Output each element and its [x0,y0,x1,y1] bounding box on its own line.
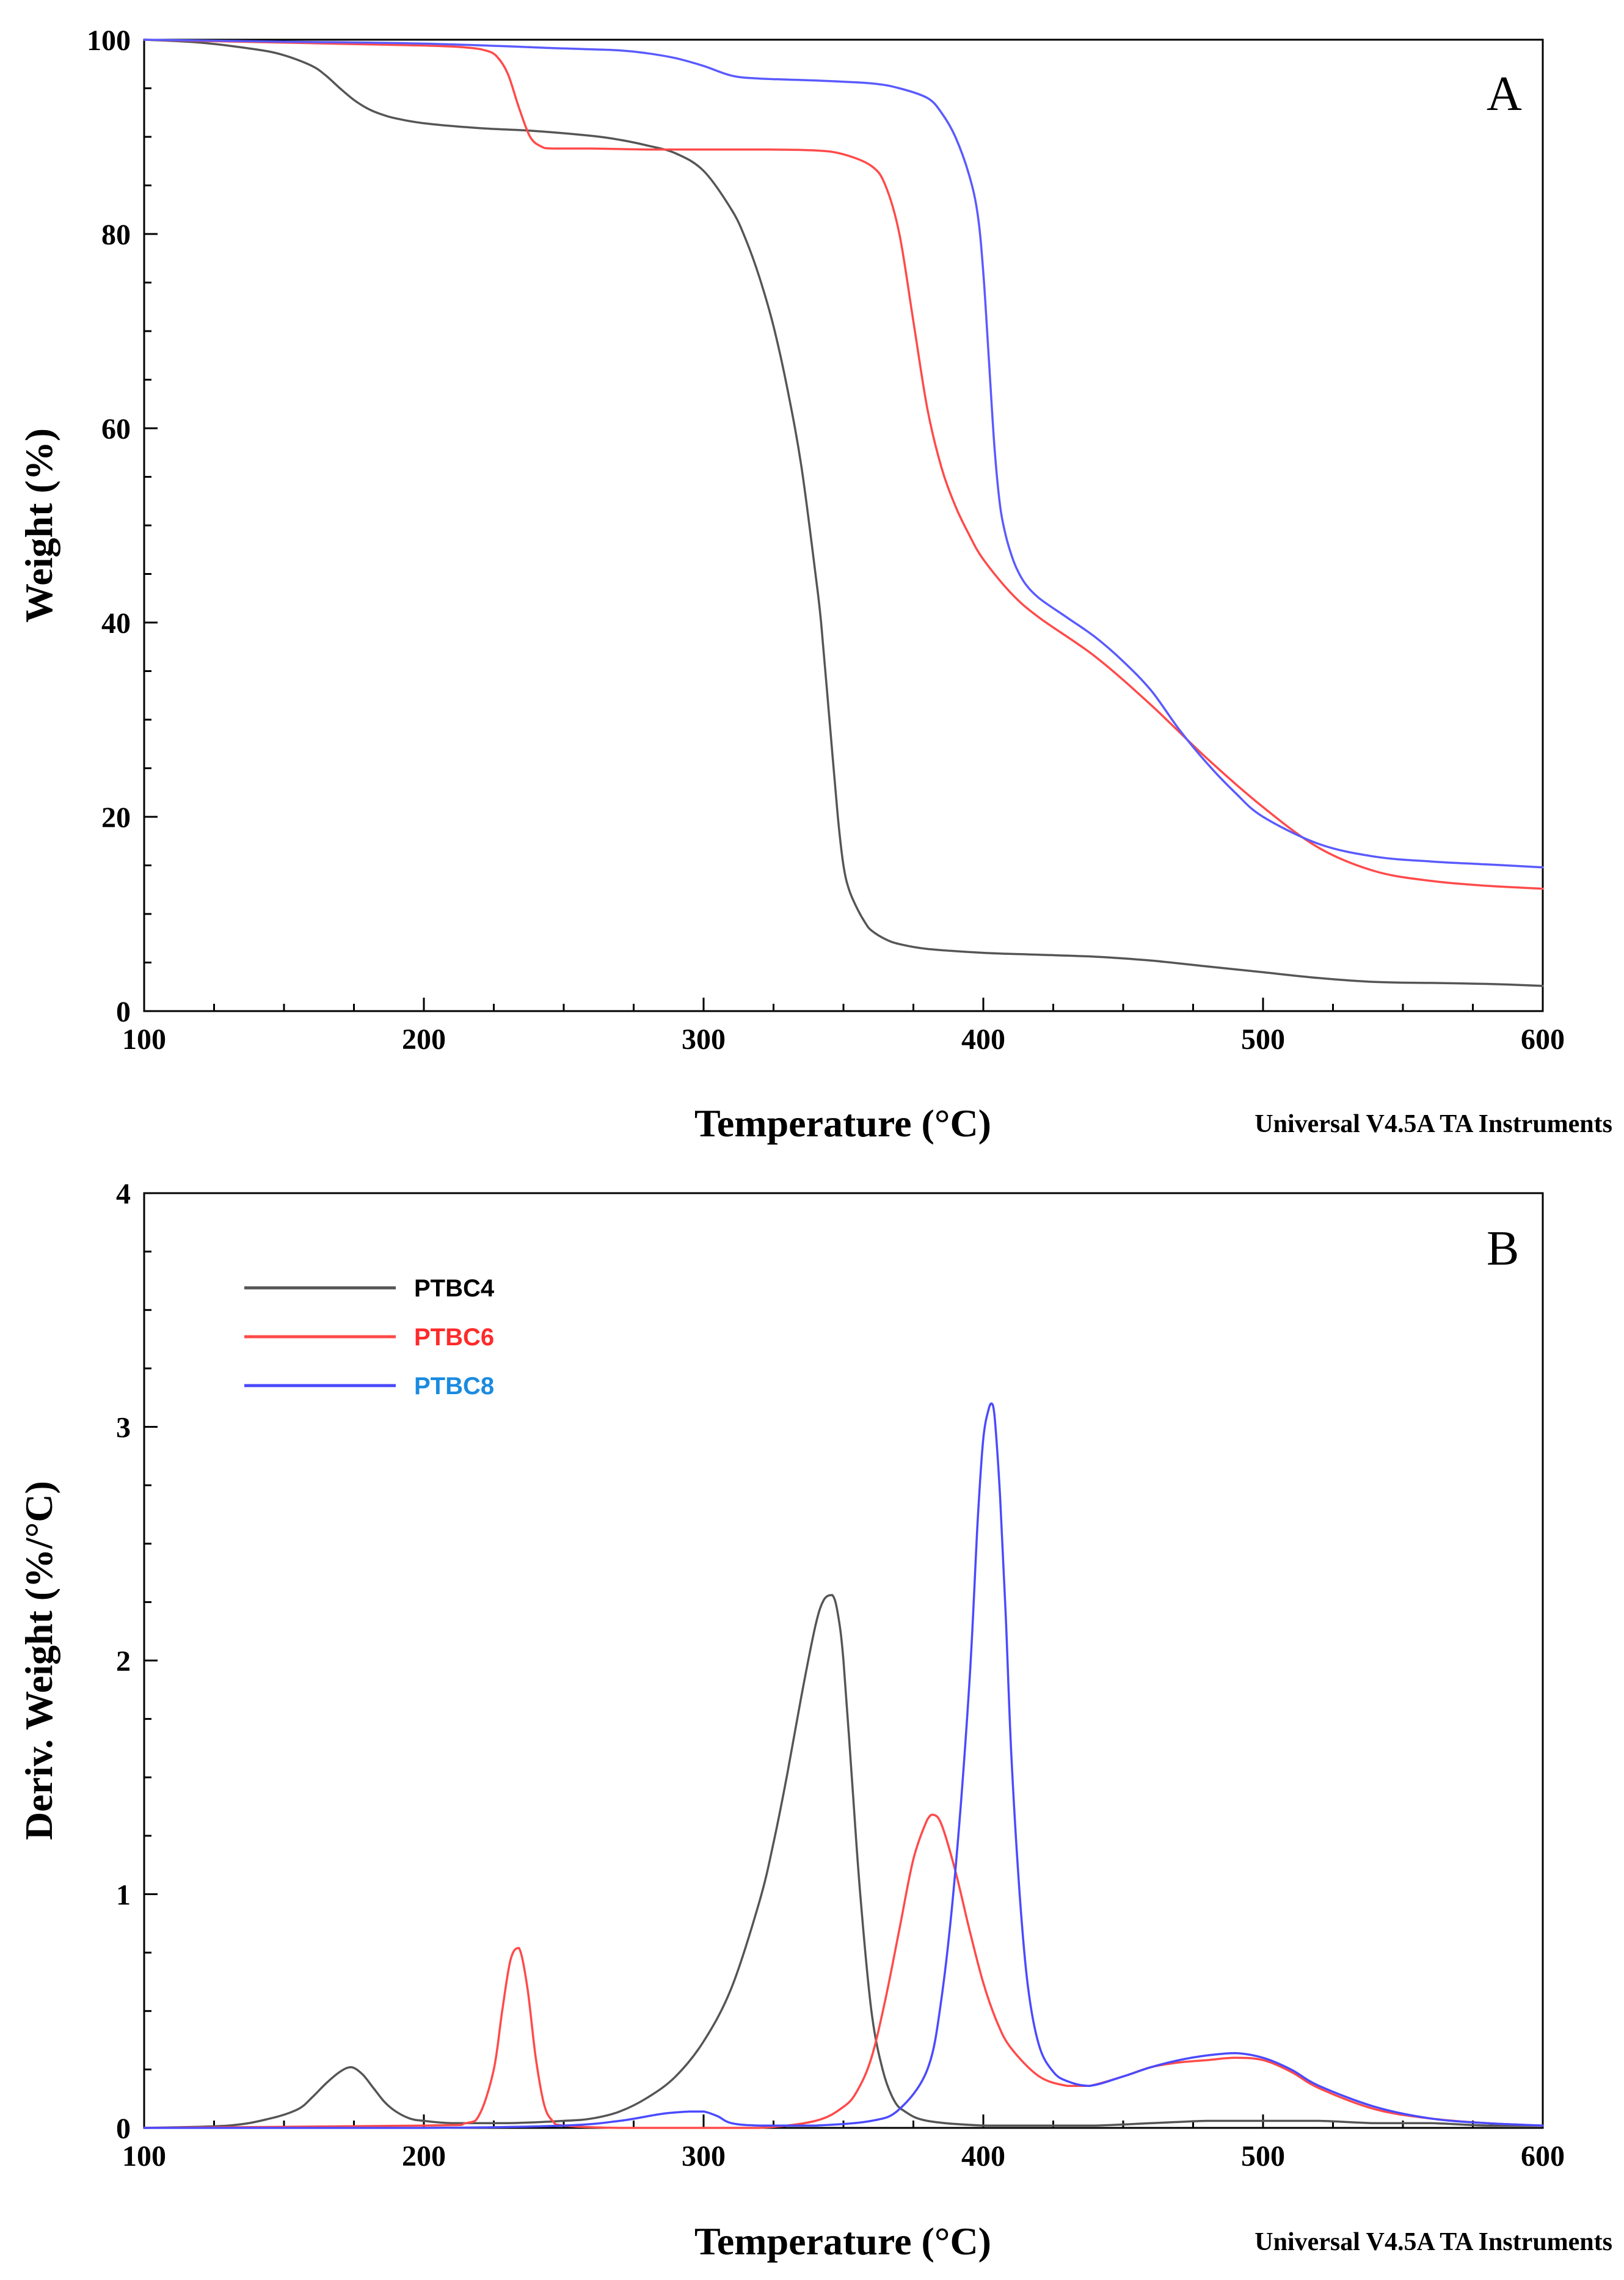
panel-a-y-axis-title: Weight (%) [17,428,60,623]
panel-a-x-axis-title: Temperature (°C) [694,1102,991,1145]
legend-label-ptbc6: PTBC6 [414,1324,494,1351]
panel-a: 100 200 300 400 500 600 0 20 40 60 80 100 A Weight … [17,24,1612,1145]
panel-a-x-tick-label: 500 [1241,1023,1285,1056]
legend-label-ptbc8: PTBC8 [414,1373,494,1400]
panel-b-instrument-note: Universal V4.5A TA Instruments [1254,2228,1612,2256]
panel-b-series [143,1402,1544,2129]
panel-a-tick-labels: 100 200 300 400 500 600 0 20 40 60 80 100 [87,24,1565,1056]
panel-a-x-tick-label: 600 [1521,1023,1565,1056]
panel-a-x-tick-label: 100 [122,1023,166,1056]
panel-a-series-ptbc4 [143,38,1544,987]
panel-b-y-tick-label: 1 [116,1879,131,1912]
panel-b-series-ptbc8 [143,1402,1544,2129]
panel-a-x-tick-label: 200 [402,1023,446,1056]
panel-a-y-tick-label: 0 [116,996,131,1028]
panel-b-x-tick-label: 500 [1241,2140,1285,2172]
panel-a-y-tick-label: 100 [87,24,131,57]
panel-b-letter: B [1487,1222,1519,1276]
panel-b-y-tick-label: 0 [116,2113,131,2145]
legend-label-ptbc4: PTBC4 [414,1275,495,1302]
panel-a-series-ptbc8 [143,38,1544,869]
panel-b-y-tick-label: 3 [116,1412,131,1444]
panel-a-letter: A [1487,67,1522,121]
panel-a-y-tick-label: 20 [101,802,131,834]
panel-a-x-tick-label: 400 [961,1023,1005,1056]
panel-a-series [143,38,1544,987]
panel-b-x-tick-label: 400 [961,2140,1005,2172]
panel-b-y-tick-label: 2 [116,1645,131,1678]
panel-a-y-tick-label: 60 [101,413,131,445]
panel-a-y-tick-label: 40 [101,607,131,640]
panel-b-x-tick-label: 300 [682,2140,726,2172]
panel-a-y-tick-label: 80 [101,219,131,251]
panel-b-series-ptbc6 [143,1813,1544,2129]
panel-b-x-tick-label: 600 [1521,2140,1565,2172]
panel-a-instrument-note: Universal V4.5A TA Instruments [1254,1110,1612,1138]
panel-b-x-tick-label: 100 [122,2140,166,2172]
panel-b-tick-labels: 100 200 300 400 500 600 0 1 2 3 4 [116,1178,1565,2172]
panel-b-series-ptbc4 [143,1594,1544,2129]
panel-b-x-axis-title: Temperature (°C) [694,2220,991,2263]
panel-a-ticks [143,38,1544,1012]
panel-b-y-tick-label: 4 [116,1178,131,1210]
panel-a-x-tick-label: 300 [682,1023,726,1056]
panel-b-legend: PTBC4 PTBC6 PTBC8 [244,1275,495,1400]
panel-b-y-axis-title: Deriv. Weight (%/°C) [17,1481,60,1840]
panel-b-x-tick-label: 200 [402,2140,446,2172]
panel-a-series-ptbc6 [143,38,1544,890]
